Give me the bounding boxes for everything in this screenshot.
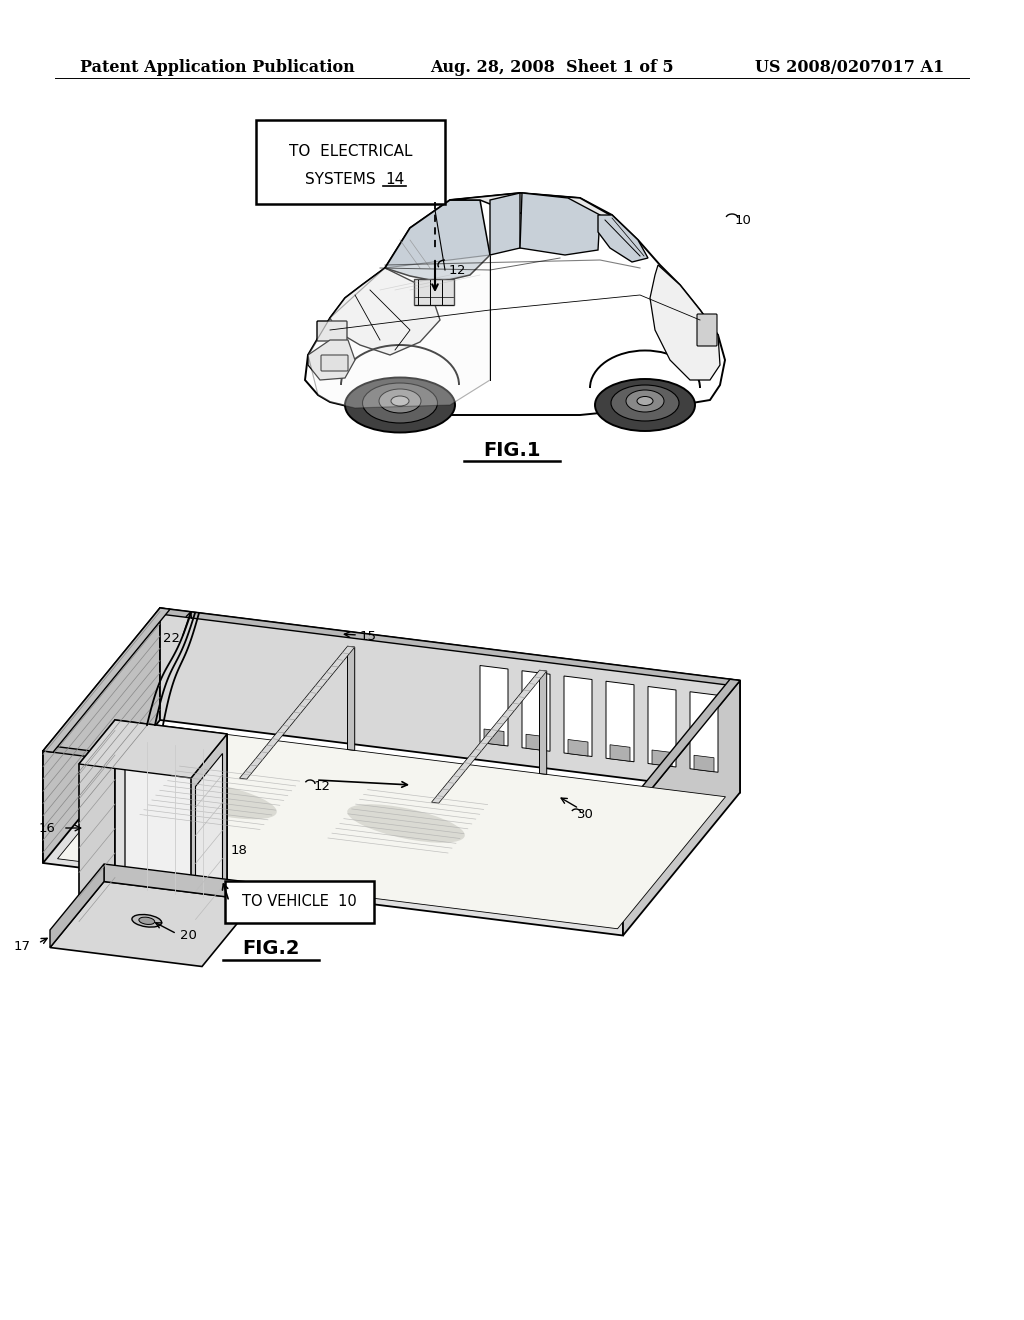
Text: US 2008/0207017 A1: US 2008/0207017 A1 xyxy=(755,59,944,77)
Polygon shape xyxy=(540,671,547,775)
Polygon shape xyxy=(104,865,256,900)
Polygon shape xyxy=(520,193,600,255)
Polygon shape xyxy=(57,727,725,929)
Text: 20: 20 xyxy=(180,929,197,942)
Text: FIG.2: FIG.2 xyxy=(242,939,299,958)
FancyBboxPatch shape xyxy=(697,314,717,346)
Ellipse shape xyxy=(595,379,695,432)
Text: 10: 10 xyxy=(735,214,752,227)
Polygon shape xyxy=(240,647,354,779)
Ellipse shape xyxy=(132,915,162,927)
Polygon shape xyxy=(694,755,714,772)
Polygon shape xyxy=(50,865,104,948)
Polygon shape xyxy=(305,193,725,414)
Text: 17: 17 xyxy=(14,940,31,953)
Polygon shape xyxy=(652,750,672,767)
Text: FIG.1: FIG.1 xyxy=(483,441,541,459)
Polygon shape xyxy=(50,882,256,966)
Polygon shape xyxy=(598,215,648,261)
Ellipse shape xyxy=(379,389,421,413)
Text: 15: 15 xyxy=(360,631,377,644)
Polygon shape xyxy=(650,265,720,380)
Polygon shape xyxy=(610,744,630,762)
Polygon shape xyxy=(43,609,170,752)
Polygon shape xyxy=(191,734,227,953)
Polygon shape xyxy=(115,719,227,909)
FancyBboxPatch shape xyxy=(317,321,347,341)
Ellipse shape xyxy=(391,396,409,407)
Text: 12: 12 xyxy=(314,780,331,793)
FancyBboxPatch shape xyxy=(321,355,348,371)
Polygon shape xyxy=(308,341,355,380)
Text: SYSTEMS: SYSTEMS xyxy=(305,173,386,187)
Text: Aug. 28, 2008  Sheet 1 of 5: Aug. 28, 2008 Sheet 1 of 5 xyxy=(430,59,674,77)
Polygon shape xyxy=(690,692,718,772)
Polygon shape xyxy=(347,647,354,750)
Text: 18: 18 xyxy=(230,843,247,857)
Polygon shape xyxy=(156,609,740,686)
Ellipse shape xyxy=(626,389,664,412)
Polygon shape xyxy=(480,665,508,746)
Text: 14: 14 xyxy=(385,173,404,187)
Ellipse shape xyxy=(347,804,465,842)
FancyBboxPatch shape xyxy=(414,279,454,305)
Ellipse shape xyxy=(159,780,276,820)
Polygon shape xyxy=(522,671,550,751)
Polygon shape xyxy=(564,676,592,756)
Polygon shape xyxy=(385,201,490,282)
Polygon shape xyxy=(43,609,160,863)
Ellipse shape xyxy=(345,378,455,433)
Polygon shape xyxy=(79,719,115,939)
Polygon shape xyxy=(623,681,740,936)
Polygon shape xyxy=(196,754,222,939)
Text: Patent Application Publication: Patent Application Publication xyxy=(80,59,354,77)
Ellipse shape xyxy=(139,917,155,924)
Polygon shape xyxy=(330,268,440,355)
Text: 30: 30 xyxy=(577,808,594,821)
Text: TO VEHICLE  10: TO VEHICLE 10 xyxy=(242,894,357,909)
Polygon shape xyxy=(308,255,490,408)
Text: $\mathsf{12}$: $\mathsf{12}$ xyxy=(449,264,466,276)
Polygon shape xyxy=(490,193,520,255)
Polygon shape xyxy=(450,193,610,230)
Polygon shape xyxy=(125,735,217,899)
Ellipse shape xyxy=(362,383,437,422)
FancyBboxPatch shape xyxy=(256,120,445,205)
Polygon shape xyxy=(431,671,547,803)
Text: 22: 22 xyxy=(163,631,180,644)
FancyBboxPatch shape xyxy=(225,880,374,923)
Polygon shape xyxy=(526,734,546,751)
Polygon shape xyxy=(43,746,628,824)
Ellipse shape xyxy=(637,396,653,405)
Polygon shape xyxy=(43,751,623,936)
Polygon shape xyxy=(79,719,227,777)
Polygon shape xyxy=(160,609,740,792)
Ellipse shape xyxy=(611,385,679,421)
Polygon shape xyxy=(568,739,588,756)
Text: 16: 16 xyxy=(38,821,55,834)
Polygon shape xyxy=(613,680,740,824)
Polygon shape xyxy=(484,729,504,746)
Text: TO  ELECTRICAL: TO ELECTRICAL xyxy=(289,144,413,160)
Polygon shape xyxy=(606,681,634,762)
Polygon shape xyxy=(648,686,676,767)
